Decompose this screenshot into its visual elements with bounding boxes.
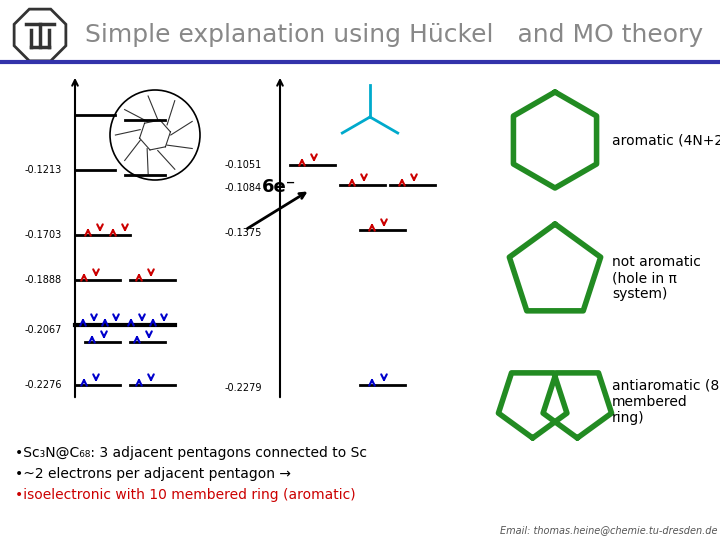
Text: •~2 electrons per adjacent pentagon →: •~2 electrons per adjacent pentagon → [15,467,291,481]
Text: antiaromatic (8
membered
ring): antiaromatic (8 membered ring) [612,379,719,425]
Text: -0.2067: -0.2067 [25,325,63,335]
Text: •isoelectronic with 10 membered ring (aromatic): •isoelectronic with 10 membered ring (ar… [15,488,356,502]
Text: -0.1888: -0.1888 [25,275,62,285]
Text: -0.1084: -0.1084 [225,183,262,193]
Text: -0.2276: -0.2276 [25,380,63,390]
Text: -0.1051: -0.1051 [225,160,262,170]
Text: -0.1375: -0.1375 [225,228,262,238]
Text: -0.1213: -0.1213 [25,165,62,175]
Text: •Sc₃N@C₆₈: 3 adjacent pentagons connected to Sc: •Sc₃N@C₆₈: 3 adjacent pentagons connecte… [15,446,367,460]
Text: aromatic (4N+2 rule): aromatic (4N+2 rule) [612,133,720,147]
Text: -0.1703: -0.1703 [25,230,62,240]
Text: Email: thomas.heine@chemie.tu-dresden.de: Email: thomas.heine@chemie.tu-dresden.de [500,525,718,535]
Text: -0.2279: -0.2279 [225,383,263,393]
Text: 6e⁻: 6e⁻ [262,178,297,196]
Text: not aromatic
(hole in π
system): not aromatic (hole in π system) [612,255,701,301]
Text: Simple explanation using Hückel   and MO theory: Simple explanation using Hückel and MO t… [85,23,703,47]
